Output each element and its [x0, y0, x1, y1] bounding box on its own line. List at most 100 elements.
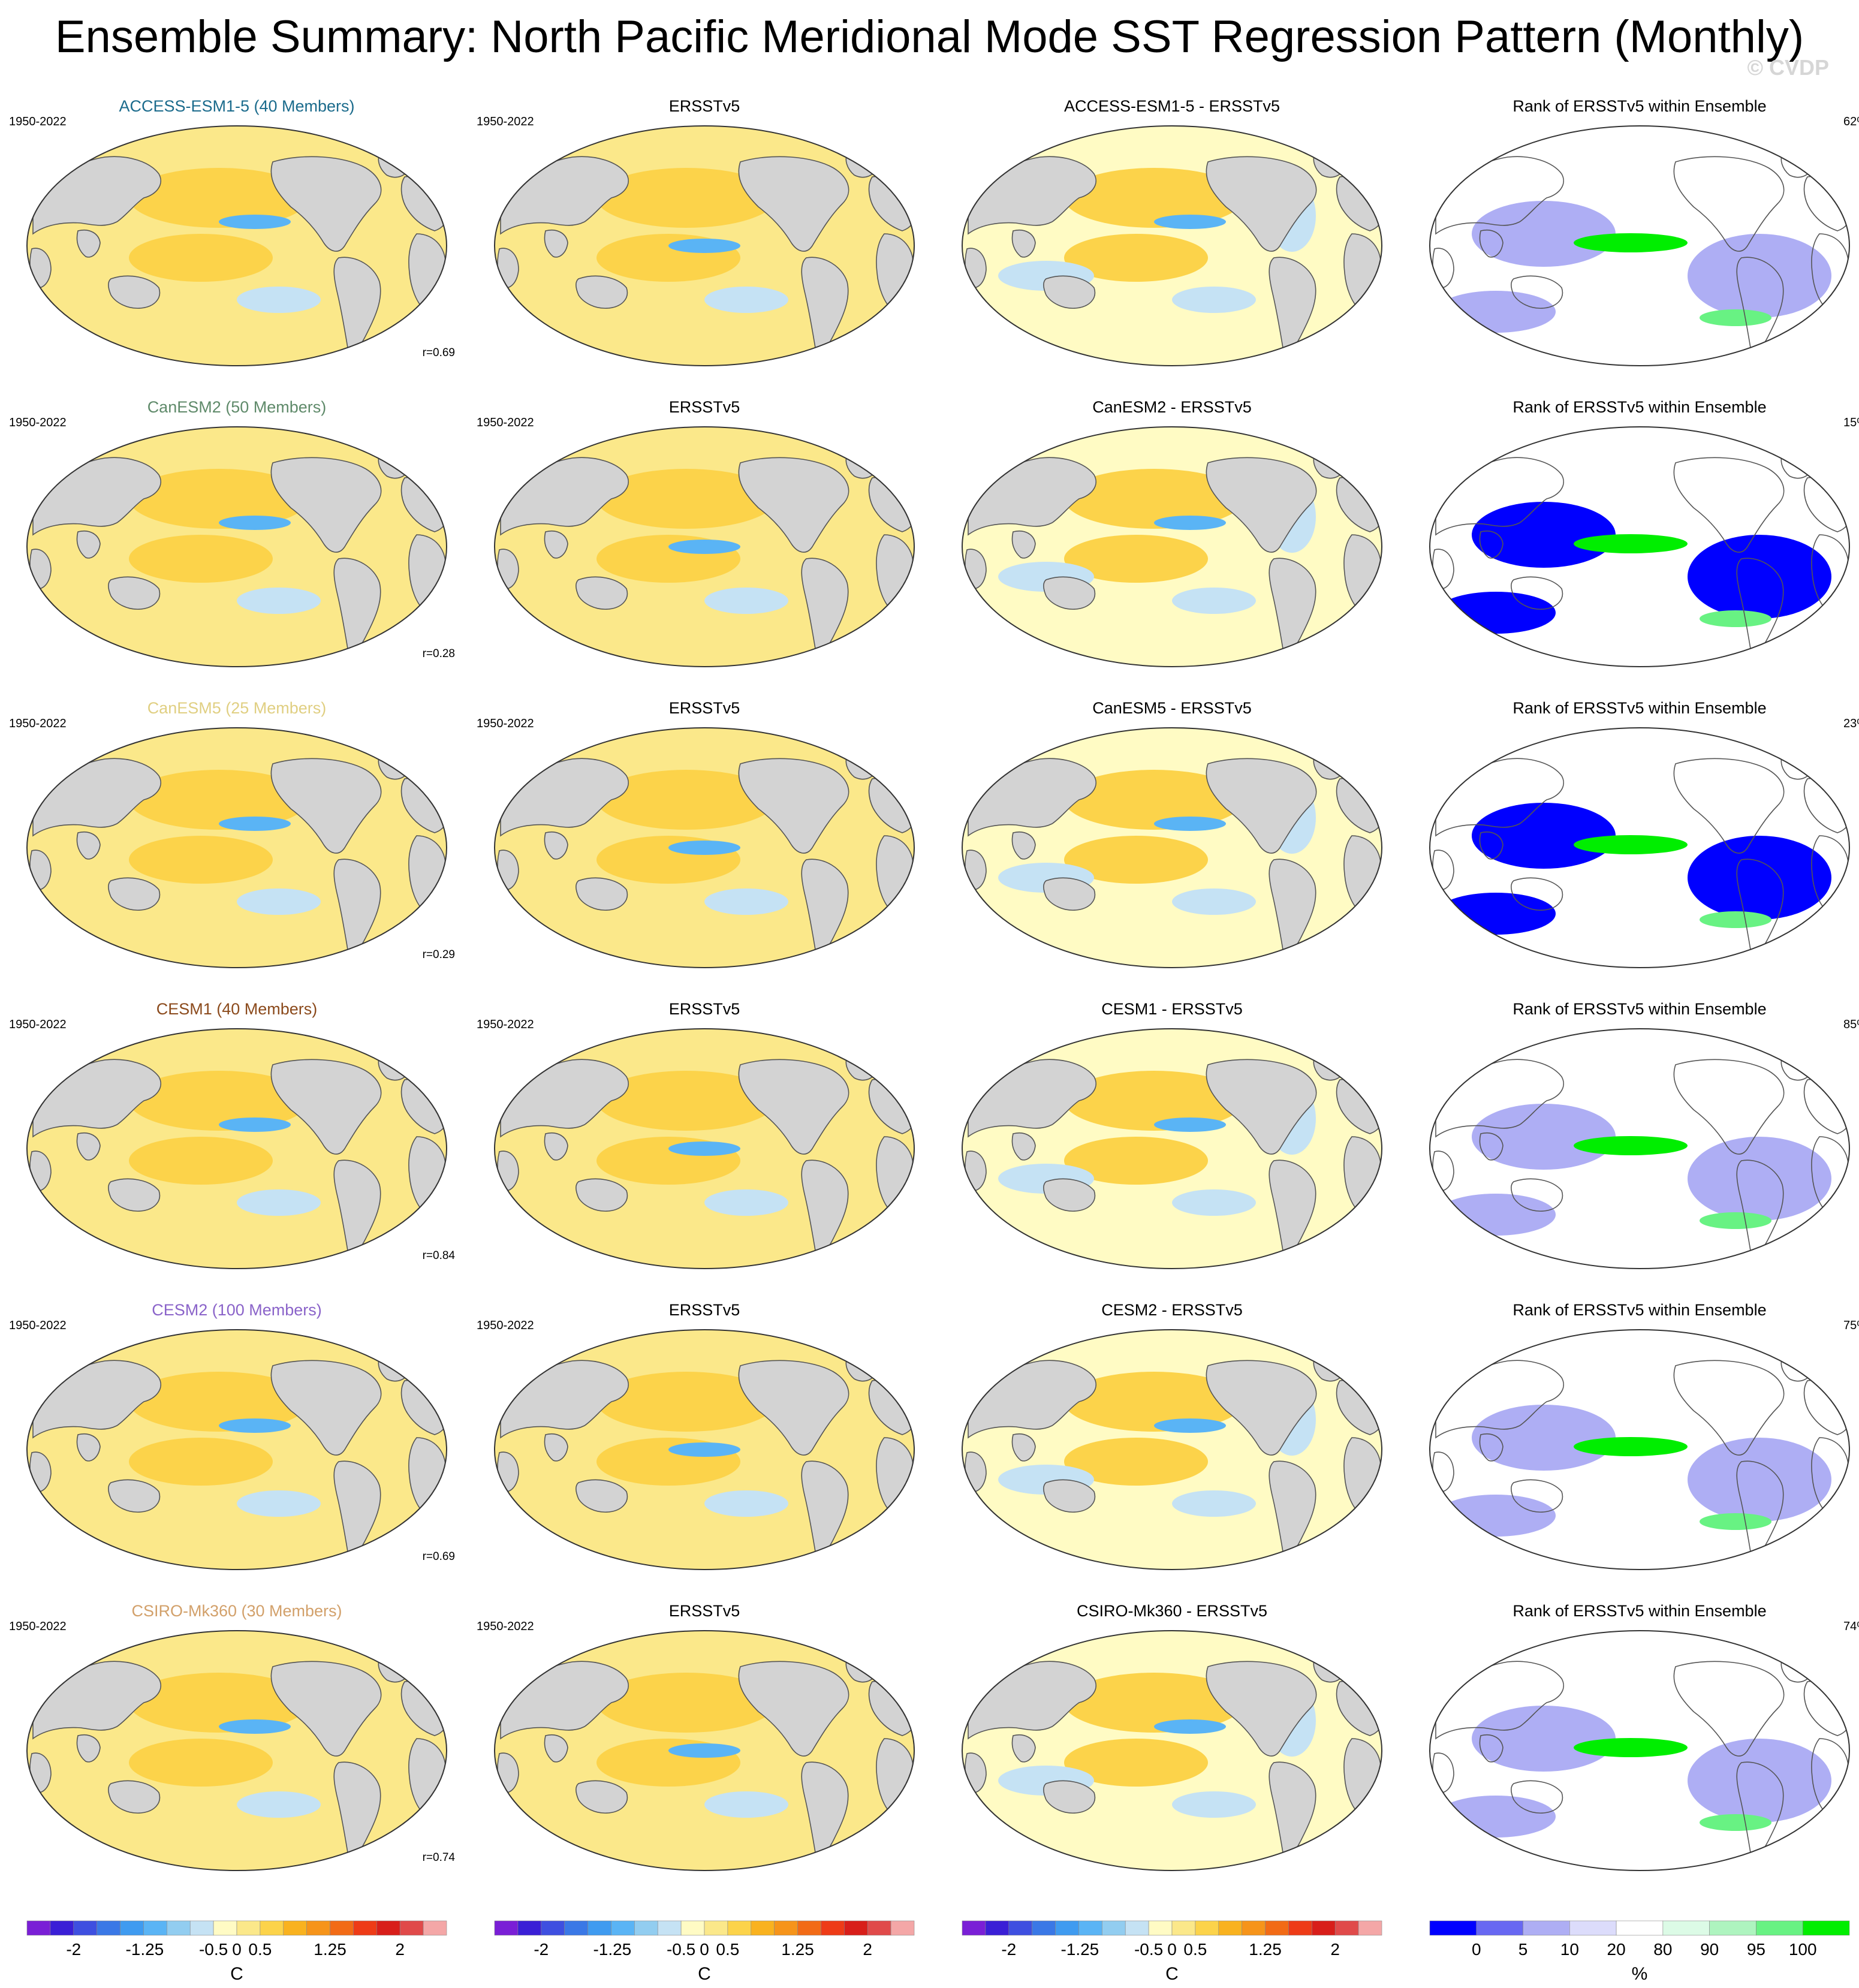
land-outline: [1673, 1661, 1785, 1757]
land-outline: [1673, 1059, 1785, 1155]
rank-title: Rank of ERSSTv5 within Ensemble: [1512, 97, 1767, 115]
colorbar-tick-label: 2: [863, 1940, 872, 1959]
colorbar-tick-label: 1.25: [781, 1940, 814, 1959]
obs-sst-map: [494, 426, 915, 667]
land-outline: [1673, 457, 1785, 553]
land-outline: [1479, 531, 1504, 559]
colorbar-swatch: [704, 1920, 728, 1936]
land-outline: [108, 1780, 161, 1814]
map-border: [1429, 125, 1850, 366]
difference-map: [962, 426, 1382, 667]
map-border: [962, 426, 1382, 667]
years-label: 1950-2022: [9, 1018, 67, 1031]
land-outline: [1206, 1360, 1317, 1456]
rank-map: [1429, 426, 1850, 667]
rank-percent: 23%: [1843, 717, 1859, 730]
obs-sst-map: [494, 727, 915, 968]
map-border: [962, 1028, 1382, 1269]
land-outline: [1011, 832, 1036, 860]
land-outline: [738, 1360, 849, 1456]
years-label: 1950-2022: [9, 1620, 67, 1633]
panel-obs-0: ERSSTv5 1950-2022: [477, 96, 932, 396]
colorbar-swatch: [1032, 1920, 1056, 1936]
colorbar-tick-label: 95: [1746, 1940, 1766, 1959]
map-border: [494, 426, 915, 667]
colorbar-swatch: [657, 1920, 682, 1936]
difference-title: CanESM2 - ERSSTv5: [1092, 398, 1252, 416]
figure-title: Ensemble Summary: North Pacific Meridion…: [55, 11, 1804, 62]
map-border: [26, 426, 447, 667]
difference-title: ACCESS-ESM1-5 - ERSSTv5: [1063, 97, 1280, 115]
colorbar-tick-label: 2: [395, 1940, 405, 1959]
land-outline: [1043, 1780, 1096, 1814]
pattern-correlation: r=0.28: [422, 647, 455, 660]
rank-title: Rank of ERSSTv5 within Ensemble: [1512, 398, 1767, 416]
panel-rank-0: Rank of ERSSTv5 within Ensemble 62%: [1412, 96, 1859, 396]
model-sst-map: [26, 1630, 447, 1871]
colorbar-swatch: [541, 1920, 565, 1936]
map-border: [1429, 1630, 1850, 1871]
colorbar-unit: %: [1631, 1964, 1648, 1984]
obs-title: ERSSTv5: [668, 1301, 740, 1319]
model-title: CESM2 (100 Members): [152, 1301, 322, 1319]
colorbar-swatch: [1334, 1920, 1359, 1936]
colorbar-swatch: [97, 1920, 120, 1936]
land-outline: [576, 1178, 628, 1212]
years-label: 1950-2022: [9, 1319, 67, 1332]
rank-colorbar: 0 5 10 20 80 90 95 100%: [1424, 1920, 1855, 1986]
land-outline: [738, 1661, 849, 1757]
difference-map: [962, 125, 1382, 366]
colorbar-swatch: [1078, 1920, 1102, 1936]
land-outline: [1479, 230, 1504, 258]
colorbar-tick-label: -2: [534, 1940, 549, 1959]
land-outline: [76, 1132, 101, 1161]
land-outline: [76, 230, 101, 258]
colorbar-swatch: [213, 1920, 237, 1936]
colorbar-swatch: [1802, 1920, 1850, 1936]
years-label: 1950-2022: [9, 115, 67, 128]
colorbar-swatch: [1616, 1920, 1664, 1936]
colorbar-swatch: [867, 1920, 891, 1936]
map-border: [494, 125, 915, 366]
rank-title: Rank of ERSSTv5 within Ensemble: [1512, 1301, 1767, 1319]
land-outline: [108, 877, 161, 911]
colorbar-tick-label: 90: [1700, 1940, 1719, 1959]
land-outline: [1011, 230, 1036, 258]
colorbar-tick-label: -2: [66, 1940, 82, 1959]
colorbar-swatch: [236, 1920, 261, 1936]
colorbar-tick-label: -1.25: [125, 1940, 164, 1959]
land-outline: [270, 1661, 382, 1757]
watermark: © CVDP: [1747, 55, 1829, 80]
colorbar-tick-label: -2: [1001, 1940, 1017, 1959]
colorbar-swatch: [260, 1920, 284, 1936]
land-outline: [1043, 576, 1096, 610]
land-outline: [1479, 1132, 1504, 1161]
colorbar-swatch: [330, 1920, 354, 1936]
colorbar-tick-label: -0.5: [1134, 1940, 1164, 1959]
colorbar-swatch: [376, 1920, 400, 1936]
land-outline: [738, 457, 849, 553]
colorbar-tick-label: 80: [1653, 1940, 1673, 1959]
land-outline: [544, 230, 568, 258]
rank-map: [1429, 1630, 1850, 1871]
colorbar-swatch: [494, 1920, 519, 1936]
land-outline: [1206, 1661, 1317, 1757]
obs-title: ERSSTv5: [668, 97, 740, 115]
map-border: [962, 125, 1382, 366]
rank-map: [1429, 727, 1850, 968]
model-title: CanESM2 (50 Members): [147, 398, 327, 416]
years-label: 1950-2022: [9, 416, 67, 429]
land-outline: [1043, 1479, 1096, 1513]
colorbar-swatch: [1312, 1920, 1336, 1936]
colorbar-tick-label: 2: [1330, 1940, 1340, 1959]
panel-rank-2: Rank of ERSSTv5 within Ensemble 23%: [1412, 698, 1859, 998]
land-outline: [76, 1433, 101, 1462]
colorbar-tick-label: 0: [232, 1940, 242, 1959]
panel-rank-3: Rank of ERSSTv5 within Ensemble 85%: [1412, 999, 1859, 1299]
colorbar-swatch: [306, 1920, 330, 1936]
land-outline: [1511, 1178, 1563, 1212]
difference-title: CESM1 - ERSSTv5: [1101, 1000, 1243, 1018]
years-label: 1950-2022: [477, 115, 534, 128]
colorbar-tick-label: 0: [1167, 1940, 1177, 1959]
colorbar-swatch: [587, 1920, 611, 1936]
